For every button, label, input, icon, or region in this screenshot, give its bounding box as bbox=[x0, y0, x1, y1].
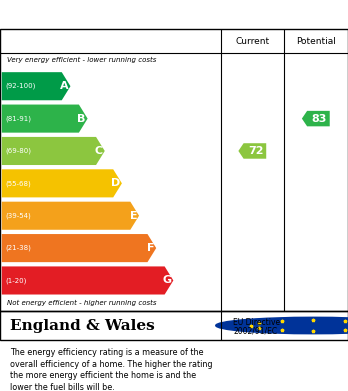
Text: EU Directive: EU Directive bbox=[233, 318, 280, 327]
Text: England & Wales: England & Wales bbox=[10, 319, 155, 332]
Text: (81-91): (81-91) bbox=[5, 115, 31, 122]
Text: (55-68): (55-68) bbox=[5, 180, 31, 187]
Polygon shape bbox=[302, 111, 330, 126]
Text: 83: 83 bbox=[311, 114, 327, 124]
Text: (39-54): (39-54) bbox=[5, 212, 31, 219]
Text: G: G bbox=[163, 276, 172, 285]
Polygon shape bbox=[2, 234, 156, 262]
Polygon shape bbox=[2, 72, 70, 100]
Text: D: D bbox=[111, 178, 120, 188]
Text: F: F bbox=[147, 243, 155, 253]
Polygon shape bbox=[238, 143, 266, 159]
Polygon shape bbox=[2, 137, 105, 165]
Polygon shape bbox=[2, 104, 88, 133]
Text: (92-100): (92-100) bbox=[5, 83, 35, 90]
Text: B: B bbox=[78, 114, 86, 124]
Text: C: C bbox=[95, 146, 103, 156]
Text: Very energy efficient - lower running costs: Very energy efficient - lower running co… bbox=[7, 57, 156, 63]
Text: (21-38): (21-38) bbox=[5, 245, 31, 251]
Text: 2002/91/EC: 2002/91/EC bbox=[233, 327, 277, 336]
Circle shape bbox=[216, 317, 348, 334]
Text: Current: Current bbox=[235, 37, 269, 46]
Text: A: A bbox=[60, 81, 69, 91]
Text: Energy Efficiency Rating: Energy Efficiency Rating bbox=[14, 7, 224, 22]
Polygon shape bbox=[2, 202, 139, 230]
Text: 72: 72 bbox=[248, 146, 263, 156]
Text: Not energy efficient - higher running costs: Not energy efficient - higher running co… bbox=[7, 300, 157, 306]
Text: (69-80): (69-80) bbox=[5, 148, 31, 154]
Text: E: E bbox=[130, 211, 137, 221]
Polygon shape bbox=[2, 169, 122, 197]
Polygon shape bbox=[2, 266, 173, 294]
Text: (1-20): (1-20) bbox=[5, 277, 26, 284]
Text: Potential: Potential bbox=[296, 37, 336, 46]
Text: The energy efficiency rating is a measure of the
overall efficiency of a home. T: The energy efficiency rating is a measur… bbox=[10, 348, 213, 391]
